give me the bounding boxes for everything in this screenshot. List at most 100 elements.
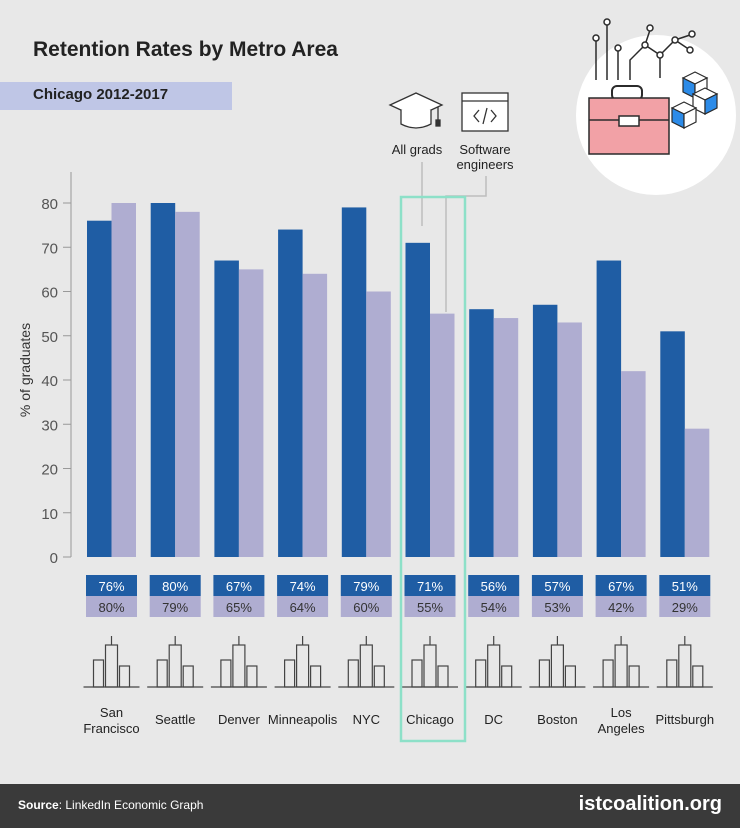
bar-software-engineers xyxy=(302,273,328,557)
value-box-all-grads xyxy=(86,575,137,596)
bar-all-grads xyxy=(87,220,112,557)
data-label-software-engineers: 42% xyxy=(608,600,634,615)
value-box-all-grads xyxy=(340,575,392,596)
bar-all-grads xyxy=(278,229,303,558)
data-label-software-engineers: 60% xyxy=(353,600,379,615)
value-box-software-engineers xyxy=(86,596,137,617)
data-label-software-engineers: 54% xyxy=(481,600,507,615)
skyline-icon xyxy=(274,636,331,688)
data-label-software-engineers: 55% xyxy=(417,600,443,615)
bar-software-engineers xyxy=(366,291,391,557)
bar-all-grads xyxy=(469,309,494,557)
value-box-all-grads xyxy=(149,575,201,596)
value-box-software-engineers xyxy=(468,596,520,617)
y-tick-label: 0 xyxy=(50,550,58,567)
y-tick-label: 70 xyxy=(41,240,58,257)
data-label-all-grads: 71% xyxy=(417,579,443,594)
data-label-all-grads: 67% xyxy=(608,579,634,594)
bar-all-grads xyxy=(532,304,558,557)
data-label-all-grads: 51% xyxy=(672,579,698,594)
value-box-software-engineers xyxy=(531,596,583,617)
y-tick-label: 10 xyxy=(41,506,58,523)
value-box-all-grads xyxy=(595,575,647,596)
data-label-all-grads: 56% xyxy=(481,579,507,594)
data-label-software-engineers: 64% xyxy=(290,600,316,615)
code-window-icon xyxy=(461,92,509,132)
category-label: Denver xyxy=(218,712,261,727)
bar-software-engineers xyxy=(111,203,136,557)
value-box-all-grads xyxy=(277,575,329,596)
skyline-icon xyxy=(465,636,522,688)
category-label: Seattle xyxy=(155,712,195,727)
y-tick-label: 80 xyxy=(41,196,58,213)
bar-all-grads xyxy=(150,203,176,557)
value-box-software-engineers xyxy=(340,596,392,617)
category-label: NYC xyxy=(353,712,380,727)
bar-software-engineers xyxy=(557,322,582,557)
category-label: San xyxy=(100,705,123,720)
value-box-all-grads xyxy=(531,575,583,596)
legend-software-engineers-line1: Software xyxy=(459,142,510,157)
data-label-software-engineers: 53% xyxy=(544,600,570,615)
bar-all-grads xyxy=(214,260,239,557)
data-label-software-engineers: 79% xyxy=(162,600,188,615)
category-label: Francisco xyxy=(83,721,139,736)
y-tick-label: 20 xyxy=(41,462,58,479)
value-box-all-grads xyxy=(659,575,711,596)
y-tick-label: 60 xyxy=(41,285,58,302)
bar-software-engineers xyxy=(493,318,519,557)
y-tick-label: 50 xyxy=(41,329,58,346)
value-box-all-grads xyxy=(404,575,456,596)
value-box-software-engineers xyxy=(595,596,647,617)
skyline-icon xyxy=(656,636,713,688)
skyline-icon xyxy=(593,636,650,688)
bar-chart: All grads Software engineers 0 10 20 30 40 50… xyxy=(17,18,736,743)
category-label: Boston xyxy=(537,712,577,727)
subtitle-band xyxy=(0,82,232,110)
category-label: Minneapolis xyxy=(268,712,338,727)
bar-software-engineers xyxy=(621,371,646,557)
data-label-software-engineers: 80% xyxy=(98,600,124,615)
value-box-software-engineers xyxy=(213,596,265,617)
data-label-software-engineers: 65% xyxy=(226,600,252,615)
data-label-all-grads: 79% xyxy=(353,579,379,594)
bar-all-grads xyxy=(660,331,685,557)
data-label-all-grads: 57% xyxy=(544,579,570,594)
chart-subtitle: Chicago 2012-2017 xyxy=(33,86,169,103)
value-box-software-engineers xyxy=(149,596,201,617)
graduation-cap-icon xyxy=(388,92,444,129)
y-tick-label: 40 xyxy=(41,373,58,390)
category-label: Pittsburgh xyxy=(656,712,715,727)
skyline-icon xyxy=(402,636,458,688)
value-box-all-grads xyxy=(213,575,265,596)
bar-software-engineers xyxy=(430,313,455,557)
value-box-software-engineers xyxy=(277,596,329,617)
data-label-all-grads: 74% xyxy=(290,579,316,594)
bar-all-grads xyxy=(596,260,622,557)
skyline-icon xyxy=(210,636,267,688)
data-label-all-grads: 80% xyxy=(162,579,188,594)
y-tick-label: 30 xyxy=(41,417,58,434)
legend-software-engineers-line2: engineers xyxy=(456,157,514,172)
bar-software-engineers xyxy=(238,269,264,557)
bar-software-engineers xyxy=(175,211,200,557)
footer: Source: LinkedIn Economic Graph istcoali… xyxy=(0,784,740,828)
data-label-software-engineers: 29% xyxy=(672,600,698,615)
y-axis-title: % of graduates xyxy=(17,323,33,417)
category-label: Chicago xyxy=(406,712,454,727)
bar-all-grads xyxy=(405,242,430,557)
value-box-software-engineers xyxy=(404,596,456,617)
skyline-icon xyxy=(529,636,586,688)
value-box-all-grads xyxy=(468,575,520,596)
skyline-icon xyxy=(338,636,395,688)
chart-title: Retention Rates by Metro Area xyxy=(33,38,338,61)
skyline-icon xyxy=(147,636,204,688)
data-label-all-grads: 67% xyxy=(226,579,252,594)
bar-software-engineers xyxy=(684,428,710,557)
skyline-icon xyxy=(83,636,140,688)
data-label-all-grads: 76% xyxy=(98,579,124,594)
briefcase-network-icon xyxy=(576,18,736,195)
bar-all-grads xyxy=(341,207,367,558)
legend-all-grads: All grads xyxy=(392,142,443,157)
brand-link[interactable]: istcoalition.org xyxy=(578,793,722,815)
